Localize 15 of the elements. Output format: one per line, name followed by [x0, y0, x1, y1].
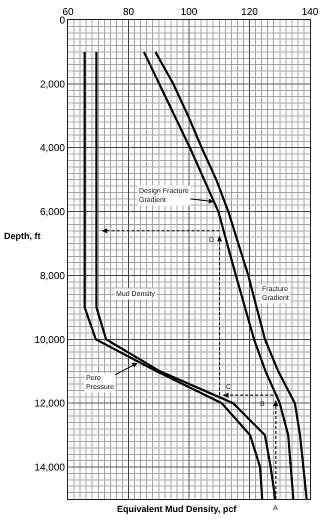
x-tick-label: 140: [302, 7, 319, 18]
y-tick-label: 10,000: [34, 334, 66, 346]
x-tick-label: 60: [62, 7, 74, 18]
y-tick-label: 12,000: [34, 398, 66, 410]
x-axis-title: Equivalent Mud Density, pcf: [117, 504, 238, 514]
y-tick-label: 14,000: [34, 462, 66, 474]
y-tick-label: 8,000: [40, 270, 66, 282]
y-axis-title: Depth, ft: [4, 231, 40, 241]
y-tick-label: 6,000: [40, 207, 66, 218]
x-tick-label: 80: [122, 7, 134, 18]
y-tick-label: 2,000: [40, 79, 66, 90]
y-tick-label: 0: [59, 16, 66, 26]
y-tick-label: 4,000: [40, 143, 66, 154]
x-tick-label: 100: [180, 7, 198, 18]
x-tick-label: 120: [241, 7, 258, 18]
